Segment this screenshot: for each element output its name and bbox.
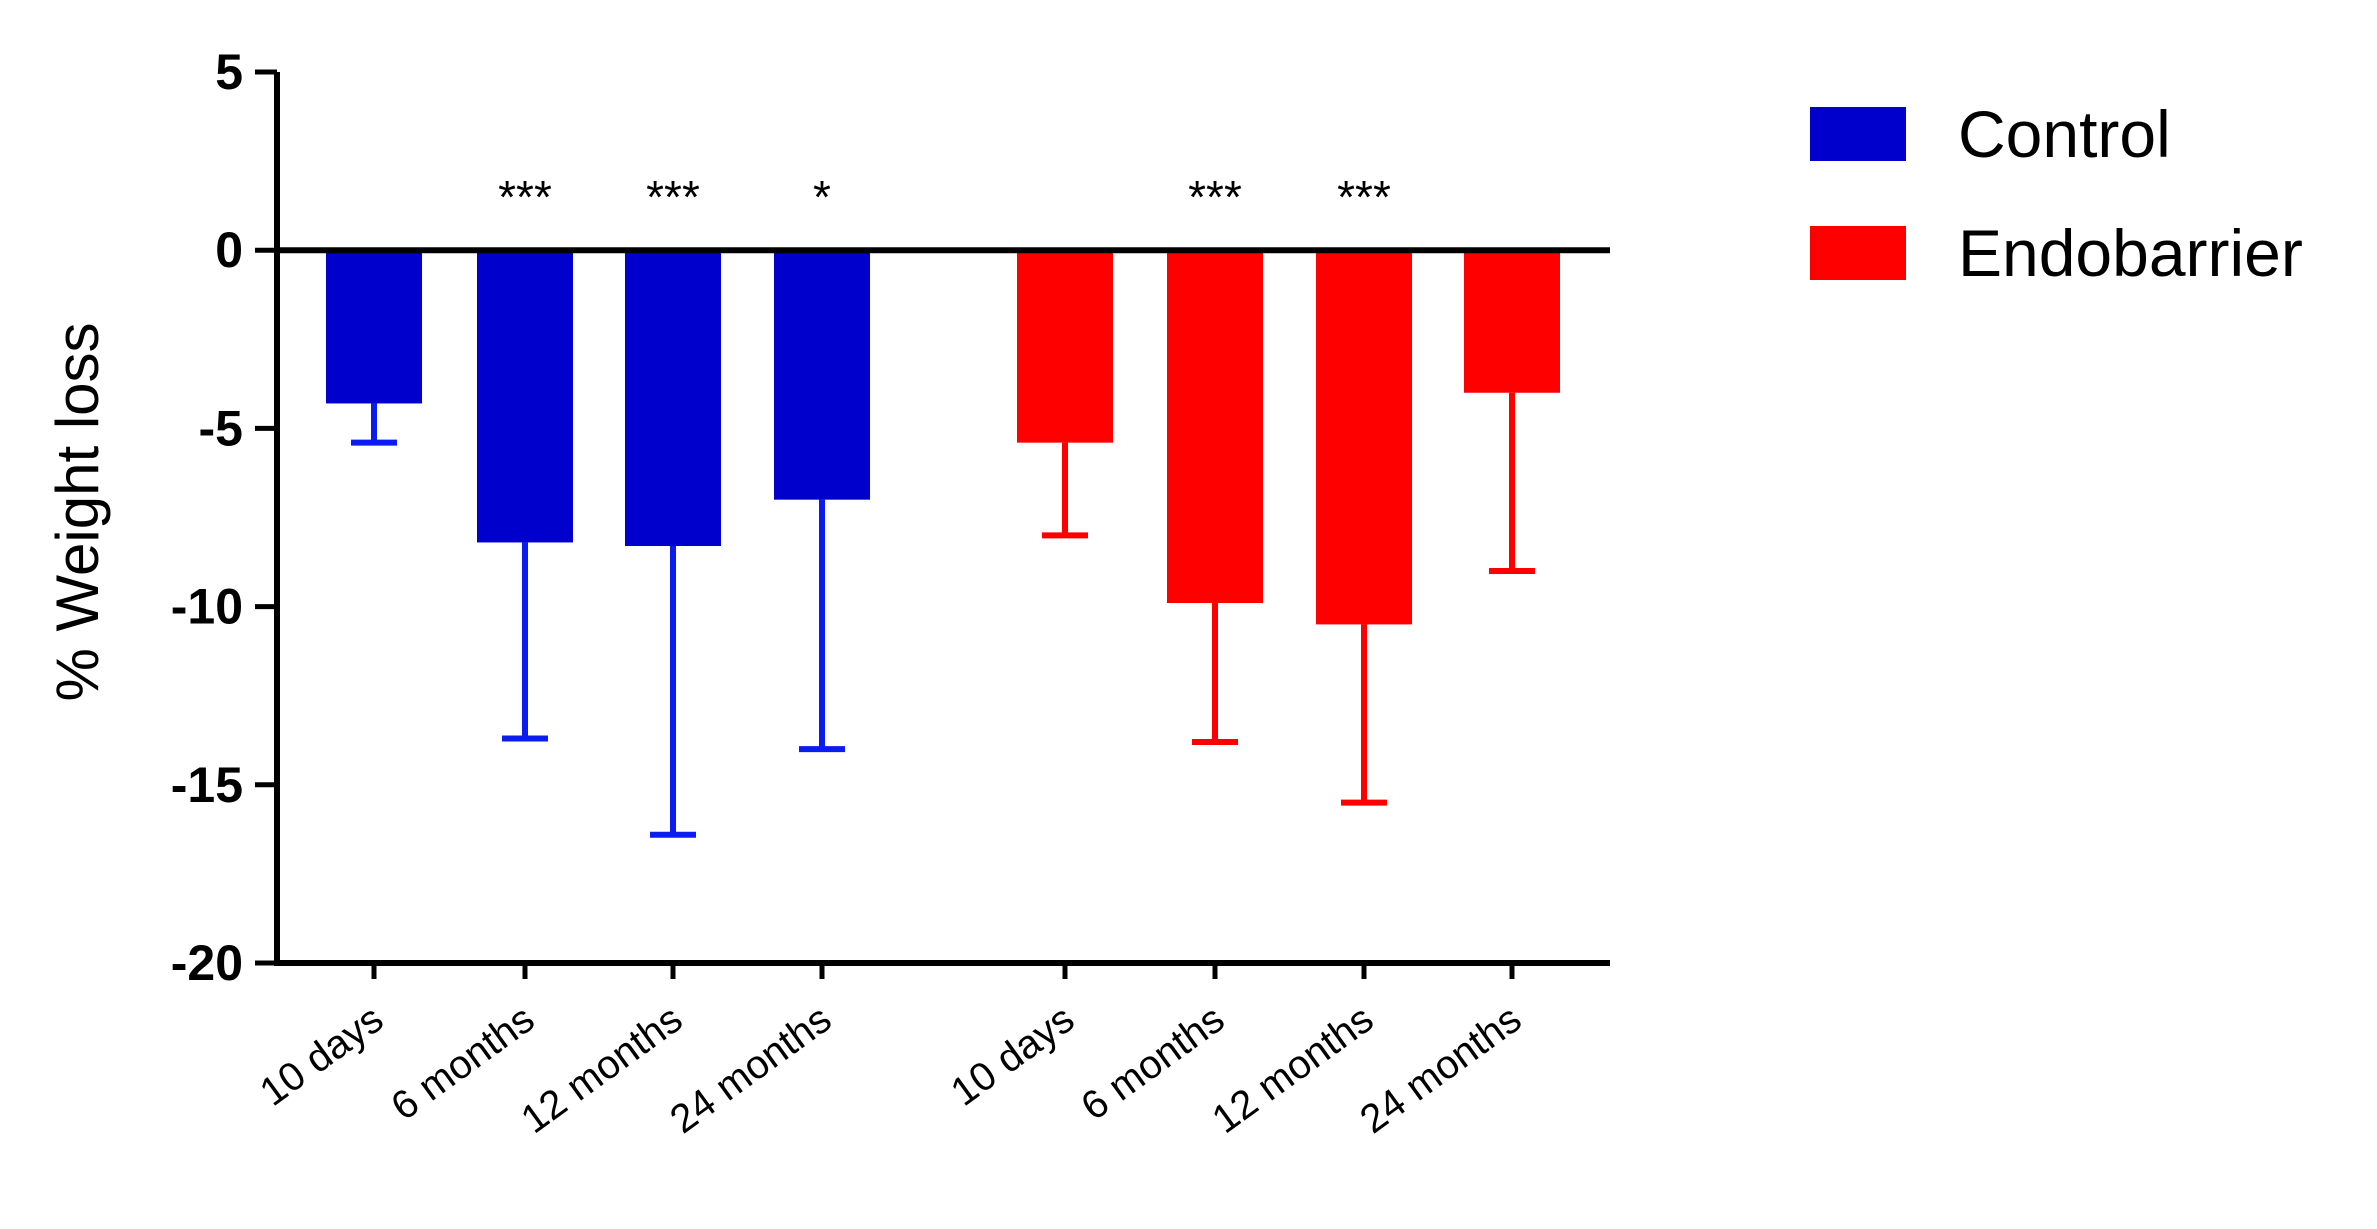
significance-label-1-1: *** <box>1188 171 1242 223</box>
y-tick-label-2: -5 <box>199 400 243 456</box>
significance-label-1-2: *** <box>1337 171 1391 223</box>
bar-control-3 <box>774 250 870 500</box>
legend-swatch-endobarrier <box>1810 226 1906 280</box>
category-label-1-2: 12 months <box>1204 997 1381 1142</box>
bar-endobarrier-1 <box>1167 250 1263 604</box>
significance-label-0-2: *** <box>646 171 700 223</box>
bar-endobarrier-2 <box>1316 250 1412 625</box>
category-label-1-3: 24 months <box>1352 997 1529 1142</box>
category-label-0-2: 12 months <box>513 997 690 1142</box>
bar-control-2 <box>625 250 721 547</box>
significance-label-0-3: * <box>813 171 831 223</box>
y-axis-title: % Weight loss <box>44 322 111 701</box>
bar-endobarrier-0 <box>1017 250 1113 443</box>
bar-endobarrier-3 <box>1464 250 1560 393</box>
category-label-0-3: 24 months <box>662 997 839 1142</box>
legend-label-endobarrier: Endobarrier <box>1958 216 2303 290</box>
y-tick-label-3: -10 <box>171 579 243 635</box>
y-tick-label-4: -15 <box>171 757 243 813</box>
significance-label-0-1: *** <box>498 171 552 223</box>
category-label-1-0: 10 days <box>943 997 1082 1115</box>
legend-swatch-control <box>1810 107 1906 161</box>
bar-control-0 <box>326 250 422 404</box>
legend-label-control: Control <box>1958 97 2171 171</box>
y-tick-label-0: 5 <box>215 44 243 100</box>
category-label-0-0: 10 days <box>252 997 391 1115</box>
bar-control-1 <box>477 250 573 543</box>
y-tick-label-1: 0 <box>215 222 243 278</box>
y-tick-label-5: -20 <box>171 935 243 991</box>
